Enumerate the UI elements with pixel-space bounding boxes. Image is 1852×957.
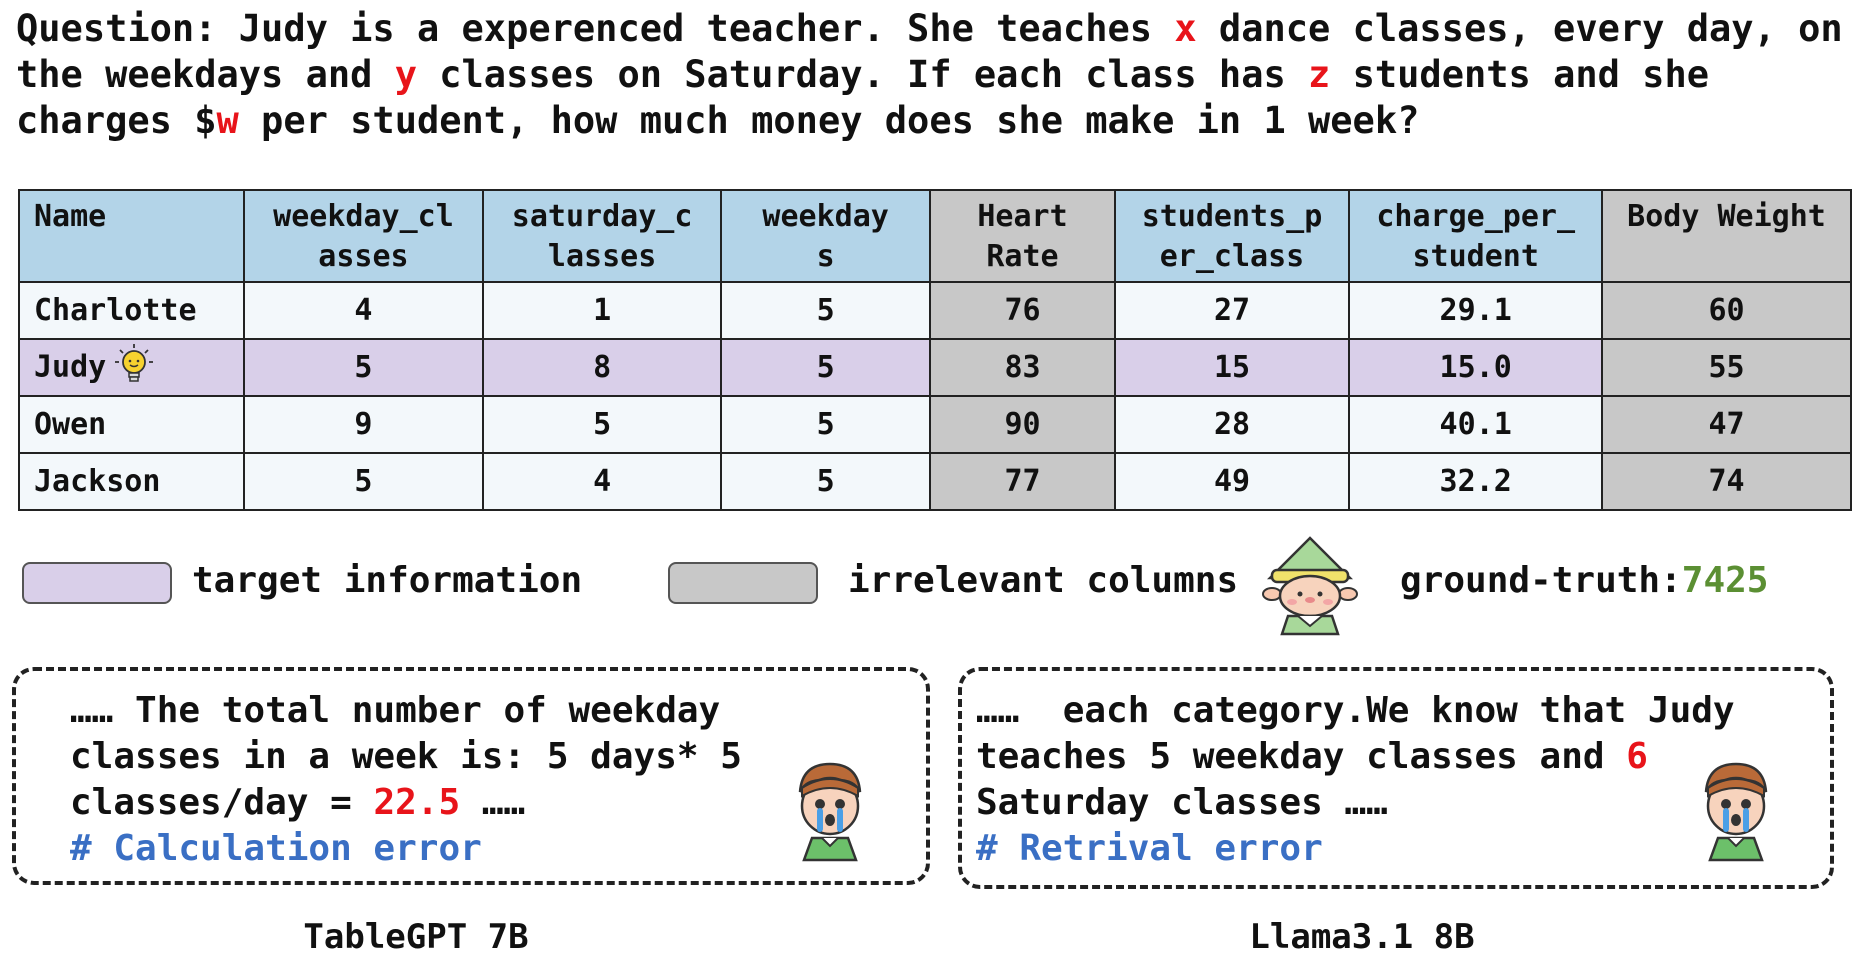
response-line: ……	[460, 782, 526, 823]
question-part: Judy is a experenced teacher. She teache…	[238, 7, 1175, 50]
variable-y: y	[394, 53, 417, 96]
model-name-llama: Llama3.1 8B	[1249, 917, 1475, 957]
cell-name-text: Judy	[34, 349, 107, 384]
header-name: Name	[18, 189, 245, 283]
header-saturday-classes: saturday_c lasses	[482, 189, 722, 283]
table-cell: 5	[242, 338, 485, 397]
response-line: classes/day =	[70, 782, 374, 823]
question-part: students and she charges $	[16, 53, 1732, 142]
question-part: dance classes, every day, on the weekday…	[16, 7, 1843, 96]
variable-z: z	[1308, 53, 1331, 96]
table-cell: 15.0	[1348, 338, 1604, 397]
header-charge-per-student: charge_per_ student	[1348, 189, 1604, 283]
response-line: …… The total number of weekday	[70, 690, 721, 731]
legend-swatch-target	[22, 562, 172, 604]
response-line: Saturday classes ……	[976, 782, 1388, 823]
legend-swatch-irrelevant	[668, 562, 818, 604]
table-cell: 15	[1113, 338, 1351, 397]
table-row-target: Judy 5 8 5	[18, 338, 1852, 397]
variable-x: x	[1174, 7, 1197, 50]
table-cell: 28	[1113, 395, 1351, 454]
table-cell: 83	[929, 338, 1116, 397]
crying-face-icon	[1698, 758, 1774, 866]
response-text-llama: …… each category.We know that Judy teach…	[976, 688, 1735, 872]
table-cell: 76	[929, 281, 1116, 340]
variable-w: w	[216, 99, 239, 142]
cell-name: Owen	[18, 395, 245, 454]
header-weekdays: weekday s	[719, 189, 932, 283]
cell-name: Charlotte	[18, 281, 245, 340]
table-cell: 5	[719, 338, 932, 397]
header-students-per-class: students_p er_class	[1113, 189, 1351, 283]
header-body-weight: Body Weight	[1601, 189, 1852, 283]
header-heart-rate: Heart Rate	[929, 189, 1116, 283]
table-cell: 4	[482, 452, 722, 511]
table-cell: 55	[1601, 338, 1852, 397]
table-cell: 74	[1601, 452, 1852, 511]
response-line: …… each category.We know that Judy	[976, 690, 1735, 731]
table-cell: 5	[719, 281, 932, 340]
error-value: 6	[1626, 736, 1648, 777]
ground-truth: ground-truth:7425	[1400, 559, 1768, 603]
table-cell: 27	[1113, 281, 1351, 340]
question-prefix: Question:	[16, 7, 239, 50]
table-cell: 47	[1601, 395, 1852, 454]
cell-name: Judy	[18, 338, 245, 397]
response-box-llama	[958, 667, 1834, 889]
cell-name: Jackson	[18, 452, 245, 511]
table-cell: 9	[242, 395, 485, 454]
error-comment: # Calculation error	[70, 828, 482, 869]
table-cell: 77	[929, 452, 1116, 511]
ground-truth-label: ground-truth:	[1400, 560, 1682, 601]
table-cell: 49	[1113, 452, 1351, 511]
table-cell: 40.1	[1348, 395, 1604, 454]
lightbulb-icon	[114, 342, 154, 394]
error-comment: # Retrival error	[976, 828, 1323, 869]
response-line: classes in a week is: 5 days* 5	[70, 736, 742, 777]
table-cell: 4	[242, 281, 485, 340]
error-value: 22.5	[373, 782, 461, 823]
legend-label-target: target information	[192, 560, 583, 601]
table-cell: 29.1	[1348, 281, 1604, 340]
model-name-tablegpt: TableGPT 7B	[303, 917, 529, 957]
table-cell: 5	[242, 452, 485, 511]
table-cell: 5	[482, 395, 722, 454]
data-table: Name weekday_cl asses saturday_c lasses …	[18, 189, 1852, 511]
table-cell: 5	[719, 395, 932, 454]
question-text: Question: Judy is a experenced teacher. …	[16, 6, 1846, 144]
table-cell: 90	[929, 395, 1116, 454]
crying-face-icon	[792, 758, 868, 866]
response-line: teaches 5 weekday classes and	[976, 736, 1627, 777]
elf-icon	[1262, 530, 1358, 640]
header-weekday-classes: weekday_cl asses	[242, 189, 485, 283]
response-text-tablegpt: …… The total number of weekday classes i…	[70, 688, 742, 872]
table-cell: 60	[1601, 281, 1852, 340]
ground-truth-value: 7425	[1681, 560, 1769, 601]
legend-label-irrelevant: irrelevant columns	[848, 560, 1239, 601]
table-row: Charlotte 4 1 5 76 27 29.1 60	[18, 281, 1852, 340]
table-row: Jackson 5 4 5 77 49 32.2 74	[18, 452, 1852, 511]
table-cell: 32.2	[1348, 452, 1604, 511]
table-header-row: Name weekday_cl asses saturday_c lasses …	[18, 189, 1852, 283]
table-cell: 8	[482, 338, 722, 397]
table-cell: 1	[482, 281, 722, 340]
table-cell: 5	[719, 452, 932, 511]
response-box-tablegpt	[12, 667, 930, 885]
question-part: classes on Saturday. If each class has	[416, 53, 1309, 96]
question-part: per student, how much money does she mak…	[238, 99, 1420, 142]
table-row: Owen 9 5 5 90 28 40.1 47	[18, 395, 1852, 454]
